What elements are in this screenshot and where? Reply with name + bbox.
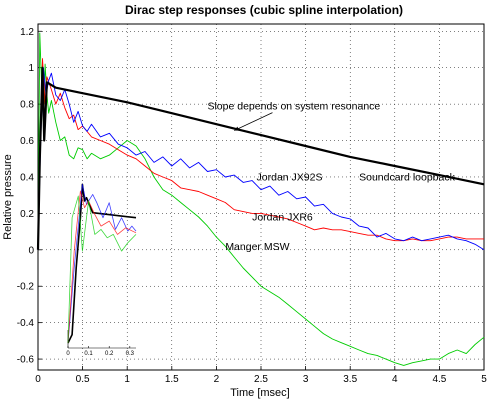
annotation-arrow-line	[234, 112, 273, 131]
inset-zoom: 0 0.1 0.2 0.3	[66, 183, 137, 357]
data-series	[36, 32, 485, 366]
y-tick-label: -0.4	[17, 318, 35, 329]
annotation-label: Manger MSW	[225, 241, 289, 253]
inset-series-line	[67, 183, 137, 344]
axis-ticks: 0 0.5 1 1.5 2 2.5 3 3.5 4 4.5 51.210.80.60.40.20-0…	[17, 27, 487, 385]
x-tick-label: 1	[124, 374, 130, 385]
annotation-label: Slope depends on system resonance	[207, 101, 380, 113]
annotation-label: Jordan JXR6	[252, 212, 313, 224]
y-tick-label: 1	[28, 63, 34, 74]
y-tick-label: -0.2	[17, 282, 35, 293]
x-tick-label: 0.5	[76, 374, 90, 385]
x-tick-label: 3.5	[343, 374, 357, 385]
annotation-label: Jordan JX92S	[257, 172, 323, 184]
x-tick-label: 1.5	[165, 374, 179, 385]
series-line-jordan-jxr6	[37, 58, 484, 250]
inset-x-tick-label: 0.3	[126, 351, 135, 357]
series-line-soundcard-loopback	[36, 66, 485, 250]
annotation-arrow-head	[234, 126, 240, 131]
y-tick-label: 0.8	[20, 100, 34, 111]
x-tick-label: 5	[481, 374, 487, 385]
x-tick-label: 3	[303, 374, 309, 385]
x-tick-label: 2	[214, 374, 220, 385]
inset-x-tick-label: 0.1	[84, 351, 93, 357]
inset-x-tick-label: 0	[66, 351, 70, 357]
inset-series-line	[67, 190, 137, 344]
y-tick-label: -0.6	[17, 355, 35, 366]
series-line-manger-msw	[37, 32, 485, 366]
x-tick-label: 0	[35, 374, 41, 385]
annotation-label: Soundcard loopback	[359, 172, 455, 184]
y-tick-label: 0	[28, 245, 34, 256]
y-tick-label: 0.6	[20, 136, 34, 147]
x-tick-label: 4	[392, 374, 398, 385]
inset-x-tick-label: 0.2	[105, 351, 114, 357]
chart-title: Dirac step responses (cubic spline inter…	[125, 3, 403, 17]
y-tick-label: 1.2	[20, 27, 34, 38]
y-tick-label: 0.2	[20, 209, 34, 220]
y-tick-label: 0.4	[20, 172, 34, 183]
x-axis-label: Time [msec]	[230, 387, 290, 399]
inset-series-line	[67, 195, 137, 344]
x-tick-label: 2.5	[254, 374, 268, 385]
y-axis-label: Relative pressure	[2, 154, 14, 240]
annotations: Slope depends on system resonance Soundca…	[207, 101, 455, 253]
x-tick-label: 4.5	[432, 374, 446, 385]
series-line-jordan-jx92s	[37, 67, 485, 251]
